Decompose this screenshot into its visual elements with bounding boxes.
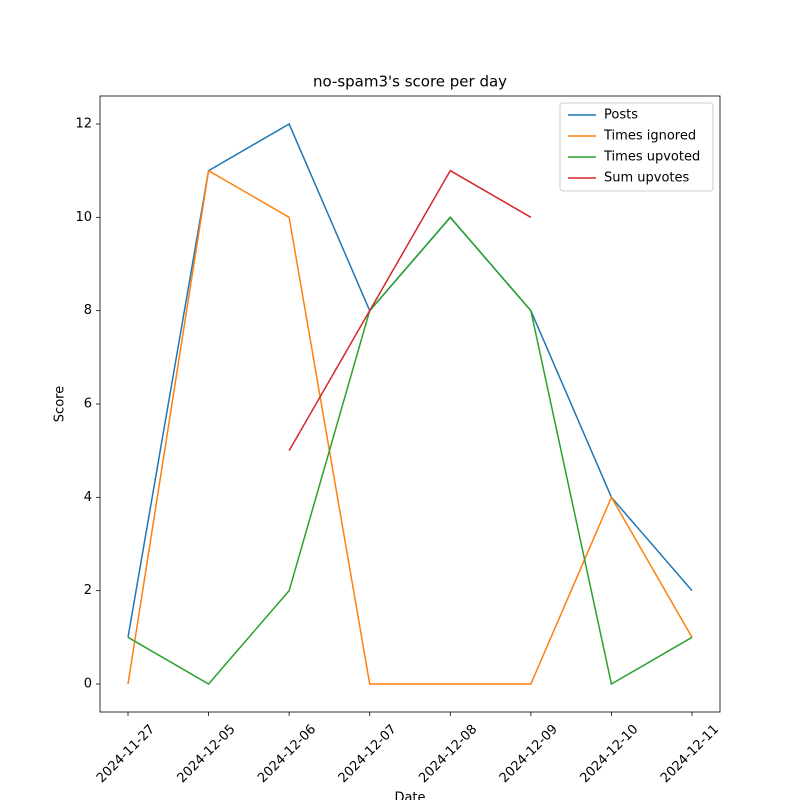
line-series xyxy=(127,169,693,685)
y-tick-label: 2 xyxy=(84,583,92,598)
legend-box xyxy=(559,102,714,192)
x-tick-label: 2024-12-05 xyxy=(175,722,239,786)
y-axis-label: Score xyxy=(53,386,68,422)
x-tick-label: 2024-12-08 xyxy=(416,722,480,786)
y-tick-label: 10 xyxy=(75,210,92,225)
line-series xyxy=(127,122,693,638)
line-series xyxy=(288,169,532,452)
line-series xyxy=(127,216,693,686)
legend-label: Posts xyxy=(604,108,638,123)
chart-title: no-spam3's score per day xyxy=(313,73,507,91)
y-tick-label: 12 xyxy=(75,117,92,132)
x-tick-label: 2024-12-09 xyxy=(497,722,561,786)
x-tick-label: 2024-12-07 xyxy=(336,722,400,786)
x-tick-label: 2024-12-11 xyxy=(658,722,722,786)
y-tick-label: 0 xyxy=(84,677,92,692)
x-tick-label: 2024-12-10 xyxy=(577,722,641,786)
x-tick-label: 2024-11-27 xyxy=(94,722,158,786)
y-tick-label: 8 xyxy=(84,303,92,318)
x-axis-label: Date xyxy=(394,791,425,800)
y-tick-label: 4 xyxy=(84,490,92,505)
x-tick-label: 2024-12-06 xyxy=(255,722,319,786)
y-tick-label: 6 xyxy=(84,397,92,412)
legend-label: Times upvoted xyxy=(603,150,700,165)
legend-label: Times ignored xyxy=(603,129,696,144)
plot-frame xyxy=(99,95,721,713)
legend-label: Sum upvotes xyxy=(604,171,690,186)
